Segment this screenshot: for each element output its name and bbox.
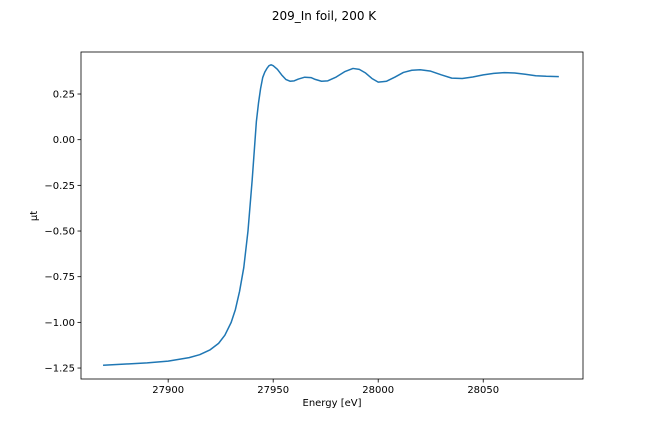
y-tick-label: −1.00 — [44, 318, 75, 329]
y-tick-label: −0.50 — [44, 227, 75, 238]
y-tick-label: −0.75 — [44, 272, 75, 283]
x-tick-label: 28050 — [467, 385, 499, 396]
y-axis: 0.25 0.00 −0.25 −0.50 −0.75 −1.00 −1.25 — [44, 90, 81, 375]
y-axis-label: μt — [29, 211, 40, 221]
axes-frame — [80, 51, 584, 380]
x-tick-label: 27900 — [152, 385, 184, 396]
y-tick-label: 0.00 — [53, 135, 75, 146]
y-tick-label: 0.25 — [53, 90, 75, 101]
y-tick-label: −0.25 — [44, 181, 75, 192]
x-axis-label: Energy [eV] — [303, 398, 362, 409]
plot-area — [103, 64, 559, 367]
x-axis: 27900 27950 28000 28050 — [152, 379, 499, 396]
series-line-0 — [103, 64, 559, 367]
y-tick-label: −1.25 — [44, 364, 75, 375]
x-tick-label: 28000 — [362, 385, 394, 396]
x-tick-label: 27950 — [257, 385, 289, 396]
chart-title: 209_In foil, 200 K — [272, 9, 377, 23]
